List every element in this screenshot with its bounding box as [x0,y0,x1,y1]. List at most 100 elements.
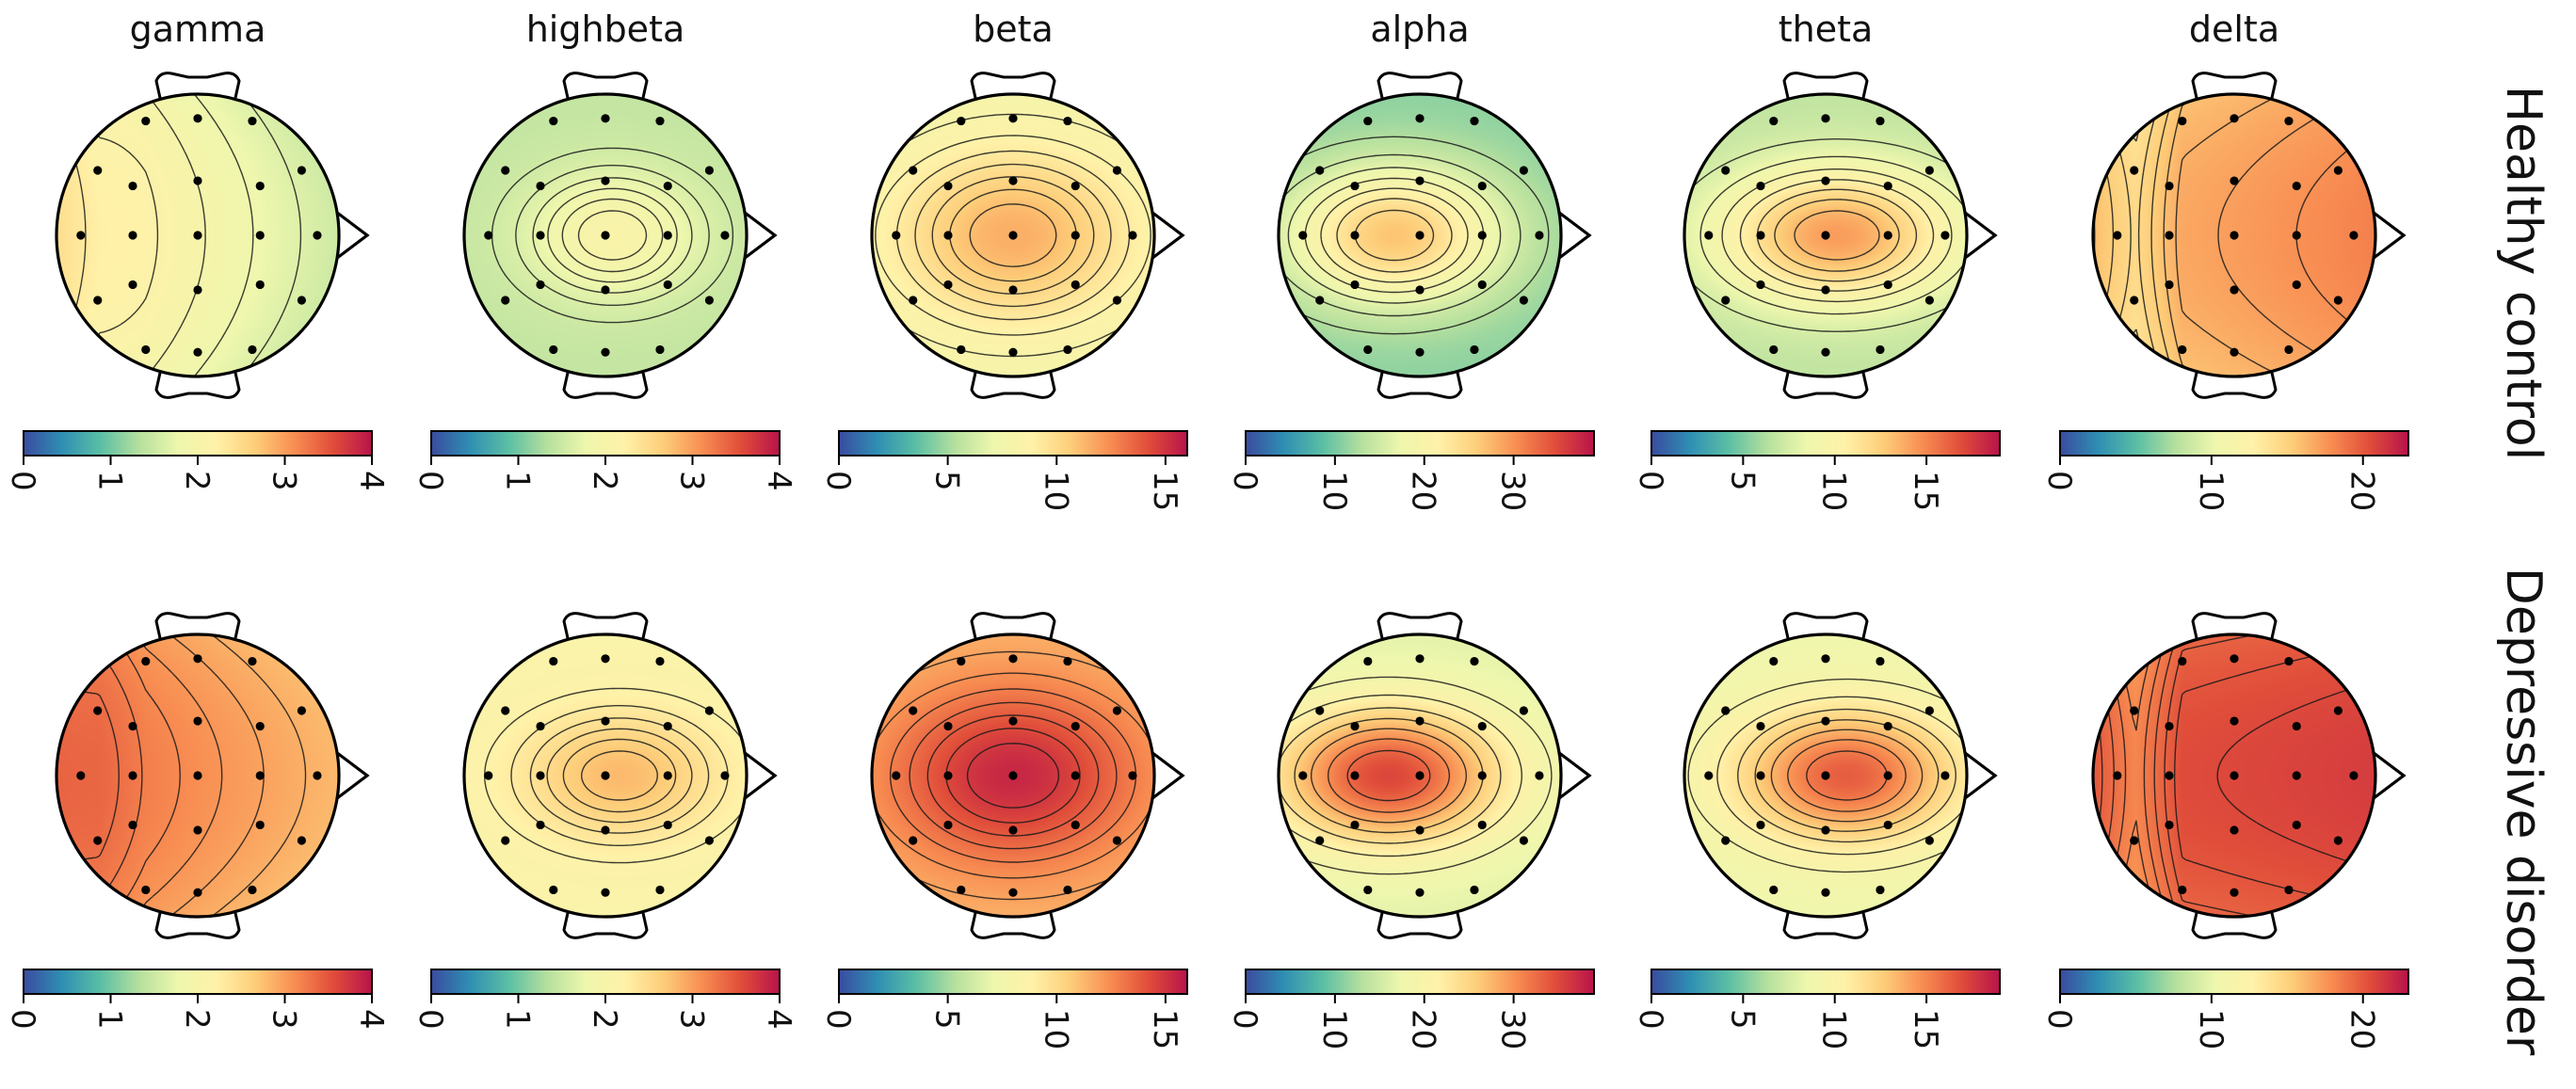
colorbar-gradient [2059,969,2409,995]
topomap-theta-healthy [1682,72,1998,399]
ear-bottom [2191,912,2278,939]
colorbar-tick-label: 5 [928,471,966,491]
electrode-dot [1821,114,1830,123]
electrode-dot [1470,116,1479,126]
electrode-dot [1315,296,1325,305]
electrode-dot [1756,820,1765,830]
colorbar-tick-label: 2 [586,471,623,491]
electrode-dot [128,181,137,191]
electrode-dot [248,116,257,126]
electrode-dot [1756,721,1765,731]
electrode-dot [248,344,257,355]
colorbar-theta-depressive: 0 5 10 15 [1632,969,2001,1049]
colorbar-gradient [2059,430,2409,456]
electrode-dot [1477,771,1487,780]
electrode-dot [1315,836,1325,845]
electrode-dot [1063,344,1072,355]
electrode-dot [704,166,715,175]
electrode-dot [1071,721,1080,731]
electrode-dot [2230,654,2239,664]
electrode-dot [2349,231,2359,240]
head-outline [2091,633,2377,919]
electrode-dot [297,836,306,845]
electrode-dot [193,231,202,240]
colorbar-tick-label: 15 [1907,1009,1944,1049]
colorbar-tick-label: 1 [91,471,129,491]
electrode-dot [501,706,510,715]
electrode-dot [1112,706,1121,715]
electrode-dot [1477,280,1487,290]
ear-bottom [154,372,241,399]
colorbar-tick-label: 10 [1315,471,1353,511]
electrode-dot [536,231,545,240]
topomaps [55,72,2407,939]
electrode-dot [1821,347,1830,357]
colorbar-tick-label: 15 [1146,1009,1183,1049]
electrode-dot [1721,296,1731,305]
colorbar-gradient [430,430,781,456]
electrode-dot [1415,114,1425,123]
band-title-highbeta: highbeta [526,8,685,50]
electrode-dot [1477,721,1487,731]
band-title-delta: delta [2189,8,2279,50]
electrode-dot [1363,656,1373,666]
electrode-dot [2284,656,2294,666]
colorbar-tick-label: 5 [1723,1009,1761,1030]
head-outline [870,92,1156,378]
ear-top [970,72,1056,99]
electrode-dot [1071,231,1080,240]
electrode-dot [297,706,306,715]
electrode-dot [1008,114,1018,123]
electrodes [484,654,730,897]
colorbar-gradient [1650,430,2001,456]
electrode-dot [1821,654,1830,664]
electrode-dot [2130,166,2139,175]
electrode-dot [76,771,86,780]
colorbar-delta-depressive: 0 10 20 [2040,969,2409,1049]
electrode-dot [2292,231,2301,240]
ear-top [562,612,649,639]
ear-bottom [970,912,1056,939]
electrode-dot [1756,231,1765,240]
electrode-dot [1876,344,1885,355]
electrode-dot [2178,656,2187,666]
electrode-dot [93,836,103,845]
electrode-dot [1008,716,1018,726]
colorbar-tick-label: 10 [1815,471,1853,511]
colorbar-tick-label: 0 [819,1009,857,1030]
colorbar-tick-label: 5 [928,1009,966,1030]
electrode-dot [313,231,322,240]
electrode-dot [1298,771,1308,780]
electrode-dot [1315,706,1325,715]
colorbar-tick-label: 1 [91,1009,129,1030]
electrode-dot [1721,706,1731,715]
electrode-dot [2333,836,2343,845]
electrode-dot [1883,181,1892,191]
electrode-dot [1519,706,1528,715]
colorbar-tick-label: 2 [586,1009,623,1030]
electrode-dot [1876,656,1885,666]
electrode-dot [1350,721,1360,731]
electrode-dot [1704,771,1714,780]
electrode-dot [1415,176,1425,185]
electrode-dot [1821,771,1830,780]
electrode-dot [2284,885,2294,895]
electrode-dot [1883,820,1892,830]
ear-bottom [2191,372,2278,399]
colorbar-beta-healthy: 0 5 10 15 [819,430,1188,511]
electrode-dot [1071,771,1080,780]
ear-top [1782,72,1869,99]
electrode-dot [943,721,953,731]
electrode-dot [943,280,953,290]
electrode-dot [601,114,610,123]
colorbar-tick-label: 10 [1037,471,1074,511]
electrode-dot [704,706,715,715]
ear-top [1377,612,1463,639]
electrode-dot [1924,296,1934,305]
topomap-highbeta-healthy [462,72,778,399]
electrode-dot [141,656,151,666]
colorbar-tick-label: 0 [2040,471,2078,491]
electrode-dot [1924,166,1934,175]
electrode-dot [2292,771,2301,780]
